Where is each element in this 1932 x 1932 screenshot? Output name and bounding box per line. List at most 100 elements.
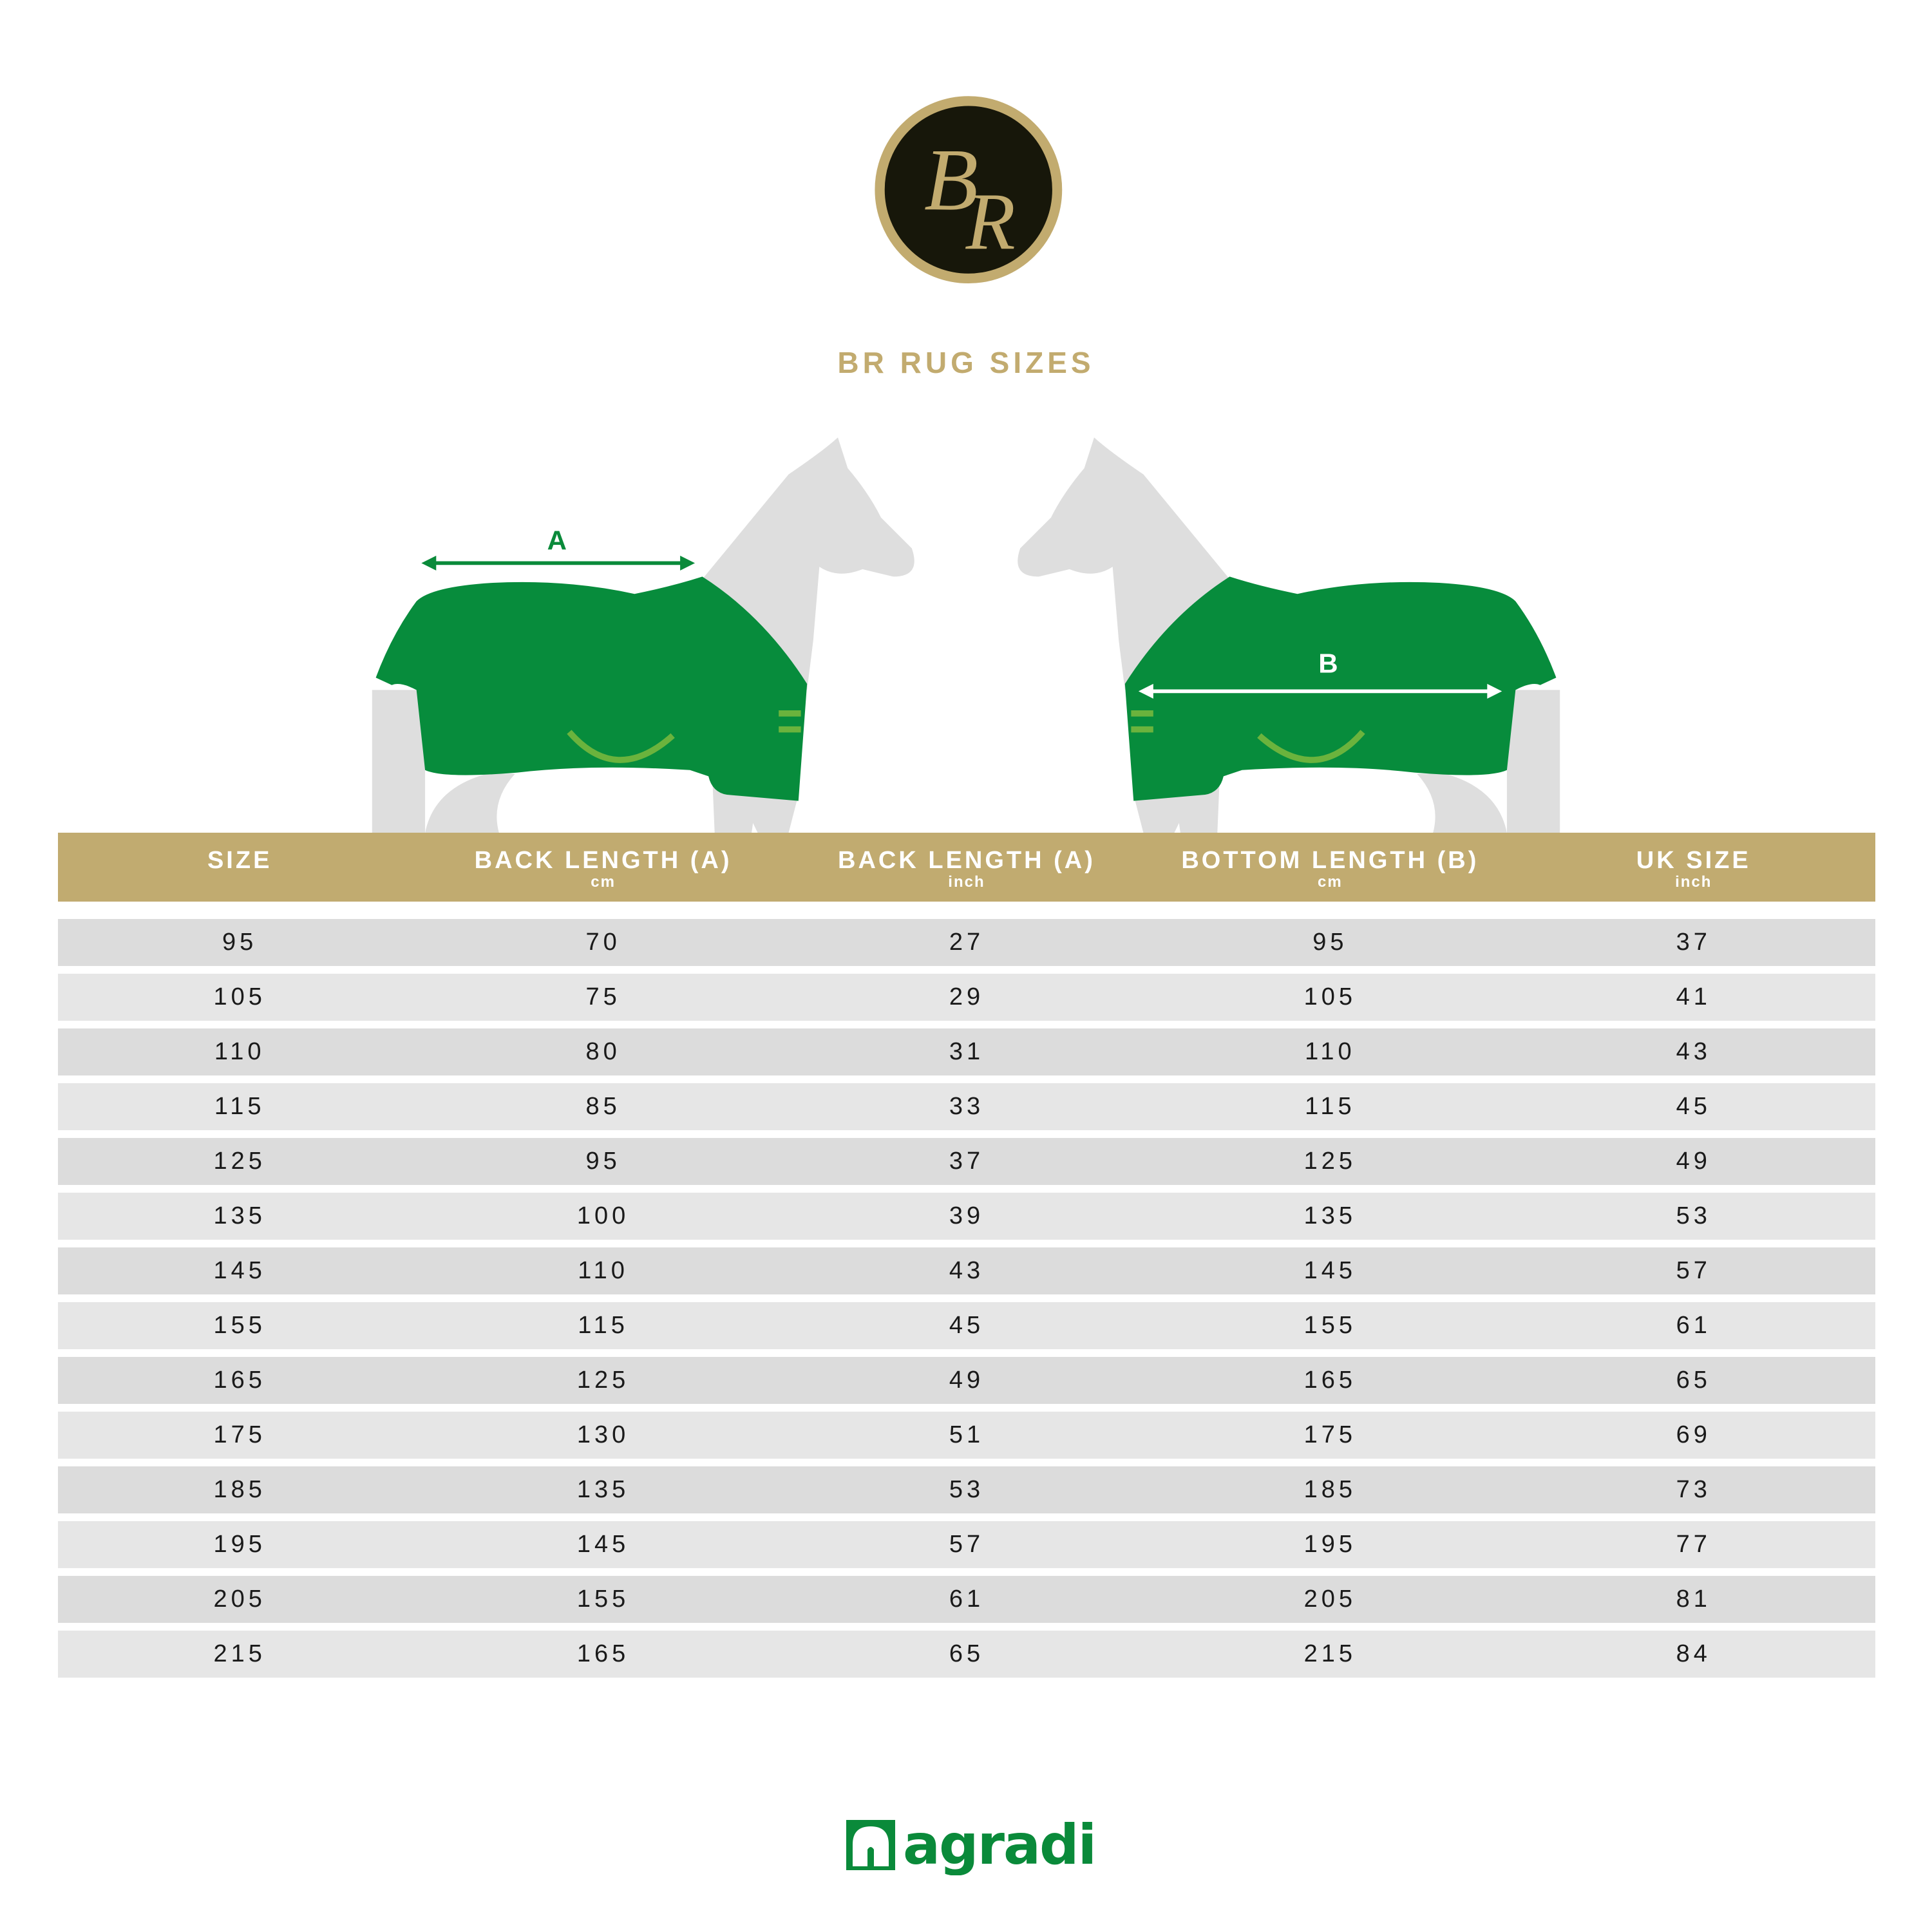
table-cell: 135 <box>213 1202 266 1229</box>
table-cell: 145 <box>576 1531 630 1558</box>
svg-text:R: R <box>965 176 1016 267</box>
table-cell: 175 <box>1303 1421 1357 1448</box>
table-cell: 155 <box>213 1312 266 1339</box>
size-table: SIZE BACK LENGTH (A) cm BACK LENGTH (A) inch… <box>58 833 1875 1685</box>
table-cell: 215 <box>213 1640 266 1667</box>
table-cell: 95 <box>222 929 258 956</box>
table-header: SIZE BACK LENGTH (A) cm BACK LENGTH (A) inch… <box>58 833 1875 902</box>
table-cell: 57 <box>949 1531 985 1558</box>
arrow-b: B <box>1138 649 1502 699</box>
table-row: 95 70 27 95 37 <box>58 919 1875 966</box>
table-row: 145 110 43 145 57 <box>58 1247 1875 1294</box>
table-cell: 125 <box>213 1148 266 1175</box>
table-cell: 39 <box>949 1202 985 1229</box>
table-cell: 77 <box>1676 1531 1711 1558</box>
table-cell: 84 <box>1676 1640 1711 1667</box>
table-cell: 33 <box>949 1093 985 1120</box>
table-cell: 195 <box>1303 1531 1357 1558</box>
table-cell: 45 <box>1676 1093 1711 1120</box>
table-body: 95 70 27 95 37 105 75 29 105 41 110 80 31 110 43 115 85 3… <box>58 919 1875 1678</box>
table-cell: 43 <box>949 1257 985 1284</box>
column-header: UK SIZE inch <box>1512 833 1875 902</box>
table-cell: 37 <box>949 1148 985 1175</box>
column-header: BACK LENGTH (A) inch <box>785 833 1148 902</box>
table-cell: 145 <box>1303 1257 1357 1284</box>
table-cell: 73 <box>1676 1476 1711 1503</box>
column-label: SIZE <box>207 847 272 874</box>
table-row: 125 95 37 125 49 <box>58 1138 1875 1185</box>
table-cell: 125 <box>576 1367 630 1394</box>
table-row: 215 165 65 215 84 <box>58 1631 1875 1678</box>
table-cell: 53 <box>1676 1202 1711 1229</box>
table-row: 185 135 53 185 73 <box>58 1466 1875 1513</box>
table-cell: 175 <box>213 1421 266 1448</box>
table-cell: 31 <box>949 1038 985 1065</box>
table-cell: 81 <box>1676 1586 1711 1613</box>
column-unit: cm <box>591 873 616 891</box>
table-row: 165 125 49 165 65 <box>58 1357 1875 1404</box>
table-cell: 130 <box>576 1421 630 1448</box>
table-row: 110 80 31 110 43 <box>58 1028 1875 1075</box>
column-unit: inch <box>948 873 985 891</box>
page-title: BR RUG SIZES <box>837 346 1095 379</box>
table-cell: 115 <box>578 1312 629 1339</box>
table-cell: 80 <box>585 1038 621 1065</box>
table-cell: 135 <box>576 1476 630 1503</box>
table-cell: 155 <box>1303 1312 1357 1339</box>
table-cell: 51 <box>949 1421 985 1448</box>
table-cell: 165 <box>1303 1367 1357 1394</box>
column-label: BACK LENGTH (A) <box>838 847 1095 874</box>
table-cell: 100 <box>576 1202 630 1229</box>
br-logo: B R <box>875 96 1063 284</box>
rug <box>375 576 808 801</box>
table-cell: 37 <box>1676 929 1711 956</box>
table-cell: 165 <box>576 1640 630 1667</box>
label-b: B <box>1318 649 1338 679</box>
table-cell: 165 <box>213 1367 266 1394</box>
column-header: BOTTOM LENGTH (B) cm <box>1148 833 1511 902</box>
table-cell: 85 <box>585 1093 621 1120</box>
agradi-logo: agradi <box>846 1813 1097 1875</box>
svg-text:B: B <box>924 130 978 229</box>
table-cell: 115 <box>214 1093 265 1120</box>
table-cell: 110 <box>214 1038 265 1065</box>
horse-right <box>1018 437 1560 833</box>
table-cell: 69 <box>1676 1421 1711 1448</box>
column-header: BACK LENGTH (A) cm <box>421 833 784 902</box>
table-cell: 185 <box>1303 1476 1357 1503</box>
table-cell: 70 <box>585 929 621 956</box>
table-row: 195 145 57 195 77 <box>58 1521 1875 1568</box>
column-label: UK SIZE <box>1636 847 1751 874</box>
arrow-a: A <box>421 525 696 571</box>
table-cell: 215 <box>1303 1640 1357 1667</box>
table-cell: 61 <box>949 1586 985 1613</box>
table-cell: 57 <box>1676 1257 1711 1284</box>
table-cell: 65 <box>1676 1367 1711 1394</box>
table-row: 175 130 51 175 69 <box>58 1412 1875 1459</box>
table-cell: 205 <box>1303 1586 1357 1613</box>
table-row: 135 100 39 135 53 <box>58 1193 1875 1240</box>
table-cell: 155 <box>576 1586 630 1613</box>
table-cell: 41 <box>1676 983 1711 1010</box>
table-cell: 185 <box>213 1476 266 1503</box>
table-cell: 49 <box>1676 1148 1711 1175</box>
horse-left <box>372 437 914 833</box>
table-cell: 43 <box>1676 1038 1711 1065</box>
column-label: BACK LENGTH (A) <box>474 847 732 874</box>
column-header: SIZE <box>58 833 421 902</box>
table-cell: 95 <box>585 1148 621 1175</box>
table-cell: 61 <box>1676 1312 1711 1339</box>
table-row: 205 155 61 205 81 <box>58 1576 1875 1623</box>
table-cell: 105 <box>1303 983 1357 1010</box>
table-cell: 95 <box>1312 929 1348 956</box>
table-cell: 53 <box>949 1476 985 1503</box>
label-a: A <box>547 525 567 555</box>
table-cell: 105 <box>213 983 266 1010</box>
table-row: 155 115 45 155 61 <box>58 1302 1875 1349</box>
table-cell: 110 <box>1305 1038 1356 1065</box>
table-cell: 125 <box>1303 1148 1357 1175</box>
table-cell: 205 <box>213 1586 266 1613</box>
table-cell: 65 <box>949 1640 985 1667</box>
table-row: 115 85 33 115 45 <box>58 1083 1875 1130</box>
